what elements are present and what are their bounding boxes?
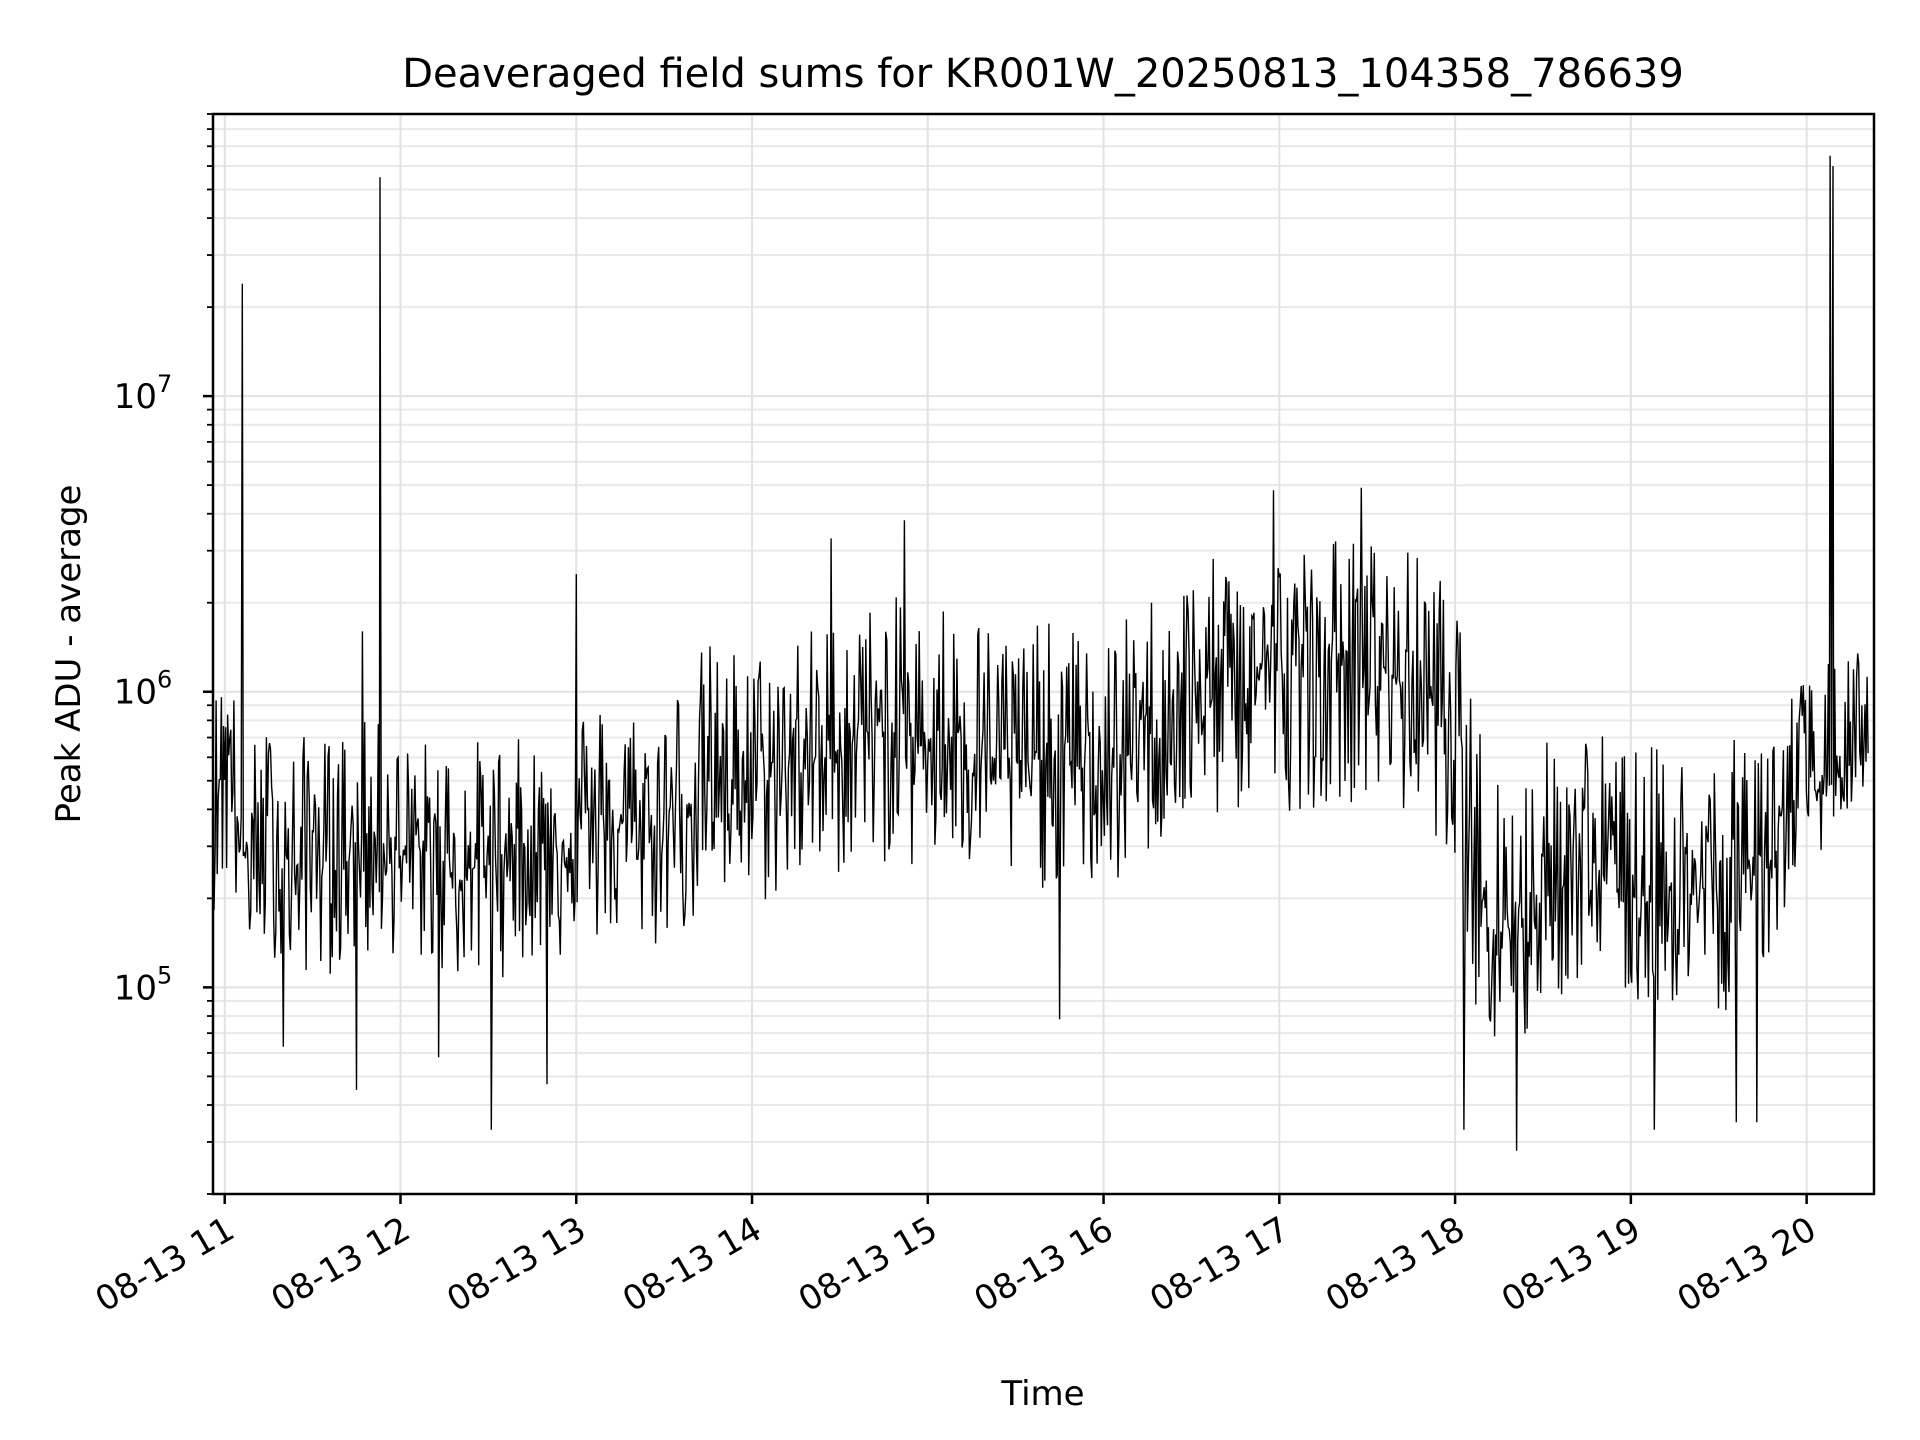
x-tick-label: 08-13 14 — [616, 1209, 768, 1320]
series-layer — [212, 155, 1869, 1151]
y-tick-label: 107 — [114, 370, 173, 417]
plot-frame — [211, 112, 1876, 1196]
y-axis: 105 106 107 — [114, 113, 213, 1195]
x-tick-label: 08-13 19 — [1495, 1209, 1647, 1320]
x-tick-label: 08-13 18 — [1319, 1209, 1471, 1320]
x-axis: 08-13 11 08-13 12 08-13 13 08-13 14 08-13 15… — [89, 1194, 1823, 1320]
y-tick-label: 105 — [114, 961, 173, 1008]
x-tick-label: 08-13 11 — [89, 1209, 241, 1320]
y-tick-label: 106 — [114, 666, 173, 713]
y-axis-label: Peak ADU - average — [49, 485, 89, 824]
x-tick-label: 08-13 12 — [265, 1209, 417, 1320]
x-tick-label: 08-13 17 — [1143, 1209, 1295, 1320]
chart-title: Deaveraged field sums for KR001W_2025081… — [402, 51, 1684, 97]
x-tick-label: 08-13 20 — [1671, 1209, 1823, 1320]
x-tick-label: 08-13 16 — [968, 1209, 1120, 1320]
x-tick-label: 08-13 15 — [792, 1209, 944, 1320]
x-axis-label: Time — [1000, 1374, 1084, 1414]
x-tick-label: 08-13 13 — [440, 1209, 592, 1320]
series-line — [212, 155, 1869, 1151]
grid — [213, 113, 1874, 1195]
